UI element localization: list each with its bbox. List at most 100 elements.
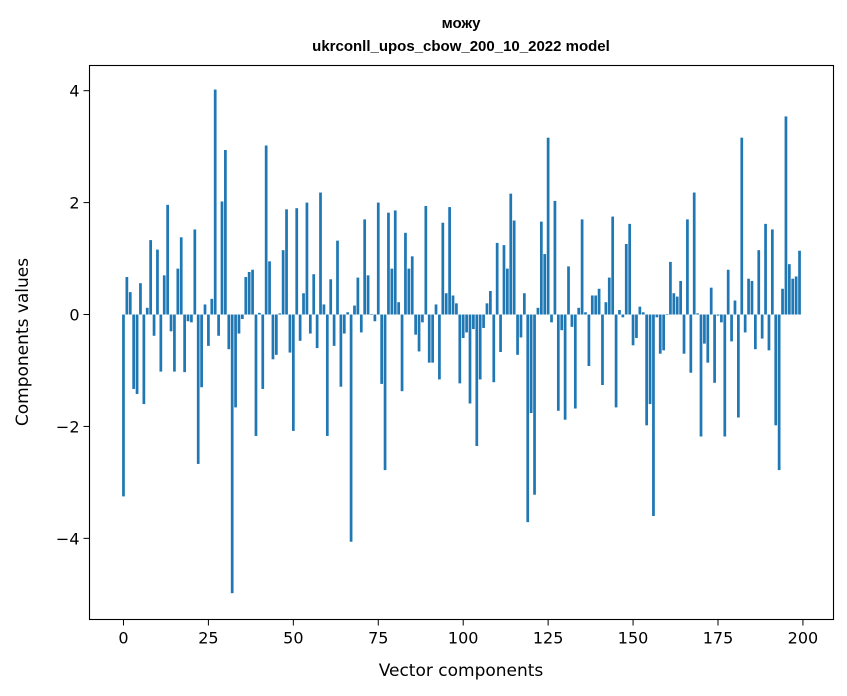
bar <box>227 314 231 350</box>
x-tick-label: 100 <box>448 629 479 648</box>
bar <box>190 314 193 323</box>
bar <box>590 295 594 315</box>
bar <box>791 278 795 315</box>
bar <box>139 283 142 315</box>
bar <box>577 307 581 315</box>
bar <box>383 314 387 471</box>
bar <box>567 266 570 315</box>
bar <box>444 293 448 315</box>
bar <box>431 314 434 363</box>
bar <box>703 314 706 344</box>
bar <box>607 277 611 315</box>
bar <box>210 298 214 315</box>
bar <box>723 314 727 437</box>
bar <box>387 212 390 315</box>
x-tick-label: 50 <box>283 629 303 648</box>
bar <box>580 219 584 315</box>
bar <box>251 269 254 315</box>
bar <box>458 314 462 384</box>
bar <box>733 300 737 315</box>
bar <box>224 150 227 315</box>
bar <box>652 314 655 516</box>
chart-subtitle: ukrconll_upos_cbow_200_10_2022 model <box>312 38 610 55</box>
bar <box>774 314 778 426</box>
bar <box>720 314 723 323</box>
bar <box>264 145 268 315</box>
bar <box>424 205 428 315</box>
bar <box>132 314 136 389</box>
bar <box>754 314 757 350</box>
bar <box>291 314 295 431</box>
bar <box>770 229 774 315</box>
bar <box>421 314 424 323</box>
bar <box>689 314 693 373</box>
bar <box>478 314 482 380</box>
x-tick-label: 175 <box>703 629 734 648</box>
bar <box>359 314 363 333</box>
bar <box>560 314 564 331</box>
bar <box>512 220 516 315</box>
y-tick-label: 0 <box>69 306 79 325</box>
bar <box>427 314 431 363</box>
bar <box>404 232 407 315</box>
bar <box>217 314 220 336</box>
bar <box>584 312 587 315</box>
bar <box>638 306 642 315</box>
bar <box>516 314 519 355</box>
bar <box>764 223 767 315</box>
bar <box>679 280 682 315</box>
bar <box>624 244 628 315</box>
bar <box>230 314 234 594</box>
bar <box>410 256 414 315</box>
bar <box>434 304 438 315</box>
bar <box>628 223 632 315</box>
bar <box>329 279 333 315</box>
bar <box>767 314 771 351</box>
bar <box>662 314 665 351</box>
bar <box>665 313 669 315</box>
bar <box>312 274 316 315</box>
bar <box>196 314 200 464</box>
bar <box>220 201 224 315</box>
bar <box>614 314 618 408</box>
bar <box>455 303 458 315</box>
bar <box>162 275 166 315</box>
bar <box>407 268 411 315</box>
bar <box>268 261 271 315</box>
bar <box>254 314 258 436</box>
x-tick-label: 25 <box>198 629 218 648</box>
bar <box>152 314 156 336</box>
bar <box>285 209 288 315</box>
bar <box>414 314 417 335</box>
bar <box>669 261 672 315</box>
bar <box>261 314 265 389</box>
bar <box>546 137 550 315</box>
bar <box>315 314 319 349</box>
bar <box>597 288 601 315</box>
bar <box>125 277 129 315</box>
bar <box>536 307 540 315</box>
bar <box>730 314 733 342</box>
bar <box>451 295 455 315</box>
bar <box>509 193 513 315</box>
bar <box>438 314 441 380</box>
bar <box>370 313 373 315</box>
bar <box>492 314 496 383</box>
bar <box>241 314 244 319</box>
y-tick-label: −4 <box>56 529 80 548</box>
bar <box>448 207 451 315</box>
bar <box>696 313 699 315</box>
bar <box>417 314 421 352</box>
bar <box>274 314 278 355</box>
bar <box>302 293 305 315</box>
bar <box>533 314 536 495</box>
bar <box>692 192 696 315</box>
bar <box>784 116 788 315</box>
bar <box>186 314 190 322</box>
bar <box>142 314 146 405</box>
bar <box>655 314 659 318</box>
bar <box>200 314 203 388</box>
x-axis-label: Vector components <box>379 661 544 681</box>
bar <box>366 275 370 315</box>
